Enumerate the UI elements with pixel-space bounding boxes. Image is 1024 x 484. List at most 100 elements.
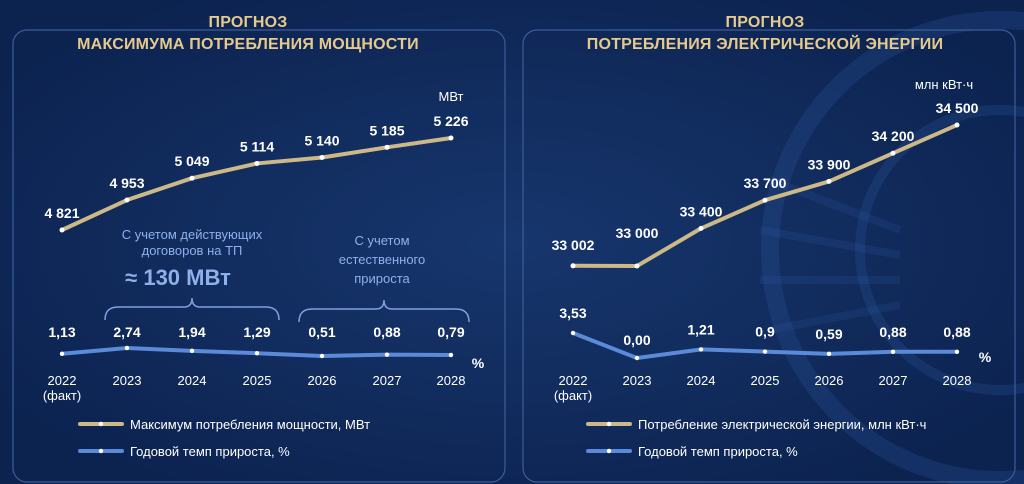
- chart2-x-tick-5: 2027: [879, 373, 908, 388]
- chart1-main-point-4: [319, 155, 325, 161]
- chart2-legend-label-1: Годовой темп прироста, %: [638, 444, 798, 459]
- chart1-annotation-2-bracket: [298, 299, 470, 323]
- chart2-main-point-6: [954, 122, 960, 128]
- chart1-x-tick-6: 2028: [437, 373, 466, 388]
- chart2-x-tick-4: 2026: [815, 373, 844, 388]
- chart1-x-tick-3: 2025: [243, 373, 272, 388]
- chart2-main-label-2: 33 400: [680, 203, 723, 219]
- chart-title-left-line-2: МАКСИМУМА ПОТРЕБЛЕНИЯ МОЩНОСТИ: [77, 36, 419, 53]
- chart1-rate-label-2: 1,94: [178, 324, 205, 340]
- chart1-main-label-0: 4 821: [44, 205, 79, 221]
- chart2-main-point-4: [826, 178, 832, 184]
- chart2-rate-point-6: [954, 349, 960, 354]
- chart1-x-tick-4: 2026: [308, 373, 337, 388]
- chart1-annotation-1-bracket: [104, 297, 280, 321]
- chart2-main-point-2: [698, 225, 704, 231]
- chart1-rate-label-4: 0,51: [308, 324, 335, 340]
- chart1-x-tick-0: 2022: [48, 373, 77, 388]
- right-panel-frame: [522, 29, 1016, 483]
- chart2-main-point-5: [890, 150, 896, 156]
- chart1-x-tick-5: 2027: [373, 373, 402, 388]
- chart2-legend-marker-1: [606, 448, 612, 454]
- chart2-rate-point-0: [570, 330, 576, 336]
- chart2-x-tick-3: 2025: [751, 373, 780, 388]
- chart2-rate-label-1: 0,00: [623, 332, 650, 348]
- chart2-rate-unit: %: [979, 349, 992, 365]
- chart2-main-label-0: 33 002: [552, 237, 595, 253]
- chart1-rate-label-5: 0,88: [373, 324, 400, 340]
- chart2-rate-label-2: 1,21: [687, 321, 714, 337]
- chart2-main-label-1: 33 000: [616, 225, 659, 241]
- chart1-x-tick-1: 2023: [113, 373, 142, 388]
- chart1-rate-point-5: [384, 352, 390, 357]
- chart2-x-tick-6: 2028: [943, 373, 972, 388]
- chart-title-right-line-1: ПРОГНОЗ: [725, 14, 805, 31]
- chart1-main-point-1: [124, 197, 130, 203]
- chart1-rate-label-0: 1,13: [48, 324, 75, 340]
- chart1-rate-point-6: [448, 352, 454, 358]
- chart1-main-point-0: [59, 227, 65, 233]
- chart2-rate-point-2: [698, 347, 704, 352]
- chart2-rate-point-1: [634, 355, 640, 361]
- chart2-x-tick-0: 2022: [559, 373, 588, 388]
- chart1-main-point-5: [384, 144, 390, 150]
- chart1-main-label-6: 5 226: [433, 113, 468, 129]
- chart1-rate-point-4: [319, 353, 325, 359]
- chart2-rate-label-0: 3,53: [559, 305, 586, 321]
- chart2-rate-point-3: [762, 349, 768, 354]
- chart1-x-tick-2: 2024: [178, 373, 207, 388]
- chart1-main-point-3: [254, 160, 260, 166]
- chart2-main-point-0: [570, 263, 576, 269]
- chart2-rate-label-3: 0,9: [755, 324, 775, 340]
- chart2-main-point-3: [762, 197, 768, 203]
- chart2-x-tick-0-sub: (факт): [554, 388, 592, 403]
- chart1-main-label-1: 4 953: [109, 175, 144, 191]
- chart2-legend-marker-0: [606, 421, 612, 427]
- chart2-legend-label-0: Потребление электрической энергии, млн к…: [638, 417, 926, 432]
- chart1-main-label-2: 5 049: [174, 153, 209, 169]
- chart1-annotation-1-line-1: С учетом действующих: [122, 227, 263, 242]
- chart2-rate-point-5: [890, 349, 896, 354]
- chart1-legend-label-1: Годовой темп прироста, %: [130, 444, 290, 459]
- chart2-main-label-5: 34 200: [872, 128, 915, 144]
- chart1-main-label-3: 5 114: [240, 138, 274, 154]
- chart-title-right-line-2: ПОТРЕБЛЕНИЯ ЭЛЕКТРИЧЕСКОЙ ЭНЕРГИИ: [586, 36, 944, 53]
- chart1-legend-marker-0: [98, 421, 104, 427]
- chart2-rate-point-4: [826, 351, 832, 357]
- chart1-rate-point-1: [124, 345, 130, 351]
- left-panel-frame: [12, 29, 506, 483]
- chart1-main-point-6: [448, 135, 454, 141]
- chart1-rate-label-3: 1,29: [243, 324, 270, 340]
- chart2-main-label-4: 33 900: [808, 156, 851, 172]
- chart1-rate-label-6: 0,79: [437, 324, 464, 340]
- chart1-annotation-1-value: ≈ 130 МВт: [125, 265, 231, 290]
- chart2-main-label-6: 34 500: [936, 100, 979, 116]
- chart2-main-point-1: [634, 263, 640, 269]
- chart2-main-unit: млн кВт·ч: [915, 77, 973, 92]
- chart-title-left: ПРОГНОЗ МАКСИМУМА ПОТРЕБЛЕНИЯ МОЩНОСТИ: [8, 12, 488, 56]
- chart1-x-tick-0-sub: (факт): [43, 388, 81, 403]
- chart1-main-label-5: 5 185: [369, 122, 404, 138]
- chart1-main-label-4: 5 140: [304, 133, 339, 149]
- chart1-main-unit: МВт: [438, 89, 463, 104]
- chart2-x-tick-2: 2024: [687, 373, 716, 388]
- chart-title-left-line-1: ПРОГНОЗ: [208, 14, 288, 31]
- chart2-main-series-line: [571, 123, 959, 268]
- chart1-annotation-1-line-2: договоров на ТП: [142, 243, 243, 258]
- chart2-rate-label-5: 0,88: [879, 324, 906, 340]
- chart1-annotation-2-line-2: естественного: [339, 252, 426, 267]
- chart1-rate-label-1: 2,74: [113, 324, 140, 340]
- chart1-annotation-2-line-1: С учетом: [354, 233, 409, 248]
- chart1-legend-label-0: Максимум потребления мощности, МВт: [130, 417, 370, 432]
- chart2-rate-label-4: 0,59: [815, 326, 842, 342]
- chart1-rate-point-3: [254, 351, 260, 356]
- chart1-rate-point-2: [189, 348, 195, 354]
- chart1-rate-point-0: [59, 351, 65, 356]
- chart2-x-tick-1: 2023: [623, 373, 652, 388]
- chart1-rate-unit: %: [472, 355, 485, 371]
- chart1-legend-marker-1: [98, 448, 104, 454]
- chart2-rate-label-6: 0,88: [943, 324, 970, 340]
- chart1-annotation-2-line-3: прироста: [354, 271, 410, 286]
